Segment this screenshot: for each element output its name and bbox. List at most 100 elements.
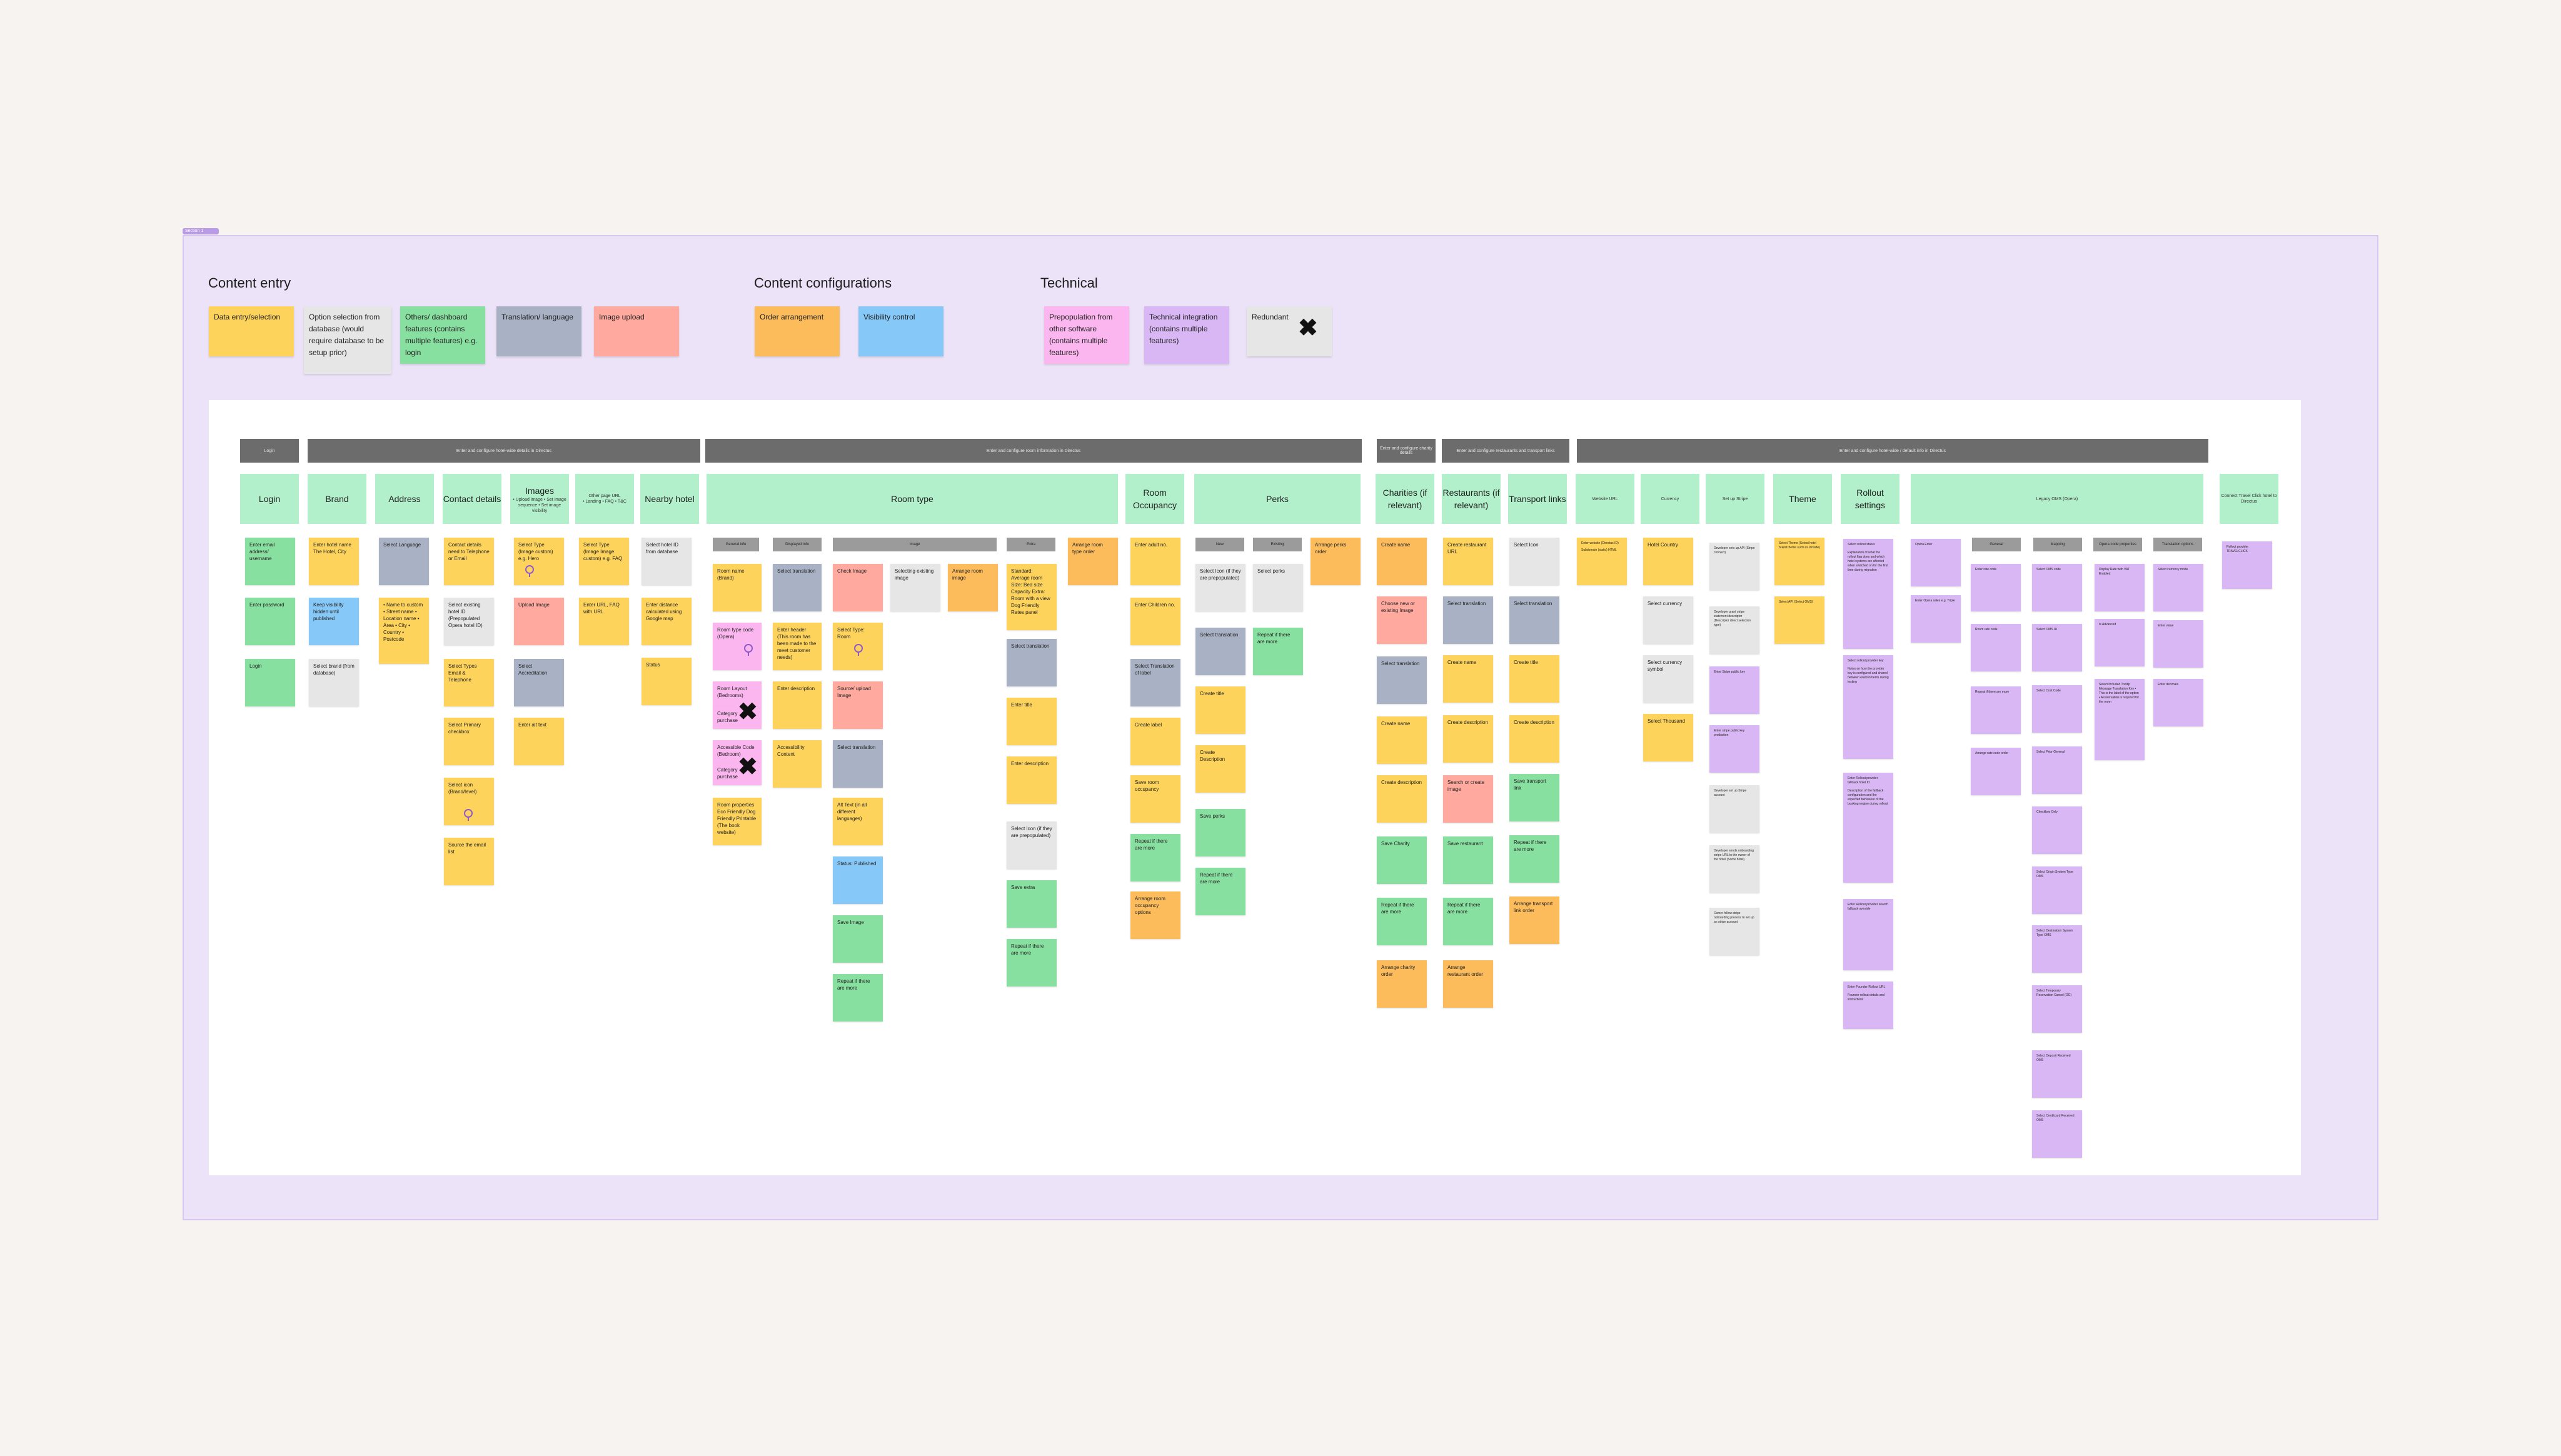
sticky-note[interactable]: Save restaurant — [1443, 836, 1493, 884]
sticky-note[interactable]: Select perks — [1253, 564, 1303, 611]
sticky-note[interactable]: Status — [642, 658, 692, 705]
sticky-note[interactable]: Room rate code — [1971, 624, 2021, 671]
legend-note-redundant[interactable]: Redundant — [1247, 306, 1332, 356]
legend-note-integration[interactable]: Technical integration (contains multiple… — [1144, 306, 1229, 364]
sticky-note[interactable]: Developer sets up API (Stripe connect) — [1709, 543, 1759, 590]
sticky-note[interactable]: Repeat if there are more — [1443, 898, 1493, 945]
sticky-note[interactable]: Select Icon (if they are prepopulated) — [1007, 821, 1057, 869]
sticky-note[interactable]: Enter hotel name The Hotel, City — [309, 538, 359, 585]
sticky-note[interactable]: Enter alt text — [514, 718, 564, 765]
sticky-note[interactable]: Select Temporary Reservation Cancel (OG) — [2032, 985, 2082, 1033]
sticky-note[interactable]: Room Layout (Bedrooms) — [713, 681, 762, 706]
sticky-note[interactable]: Enter value — [2153, 620, 2203, 668]
sticky-note[interactable]: Enter Rollout provider fallback hotel ID… — [1843, 773, 1893, 883]
sticky-note[interactable]: Repeat if there are more — [1253, 628, 1303, 675]
sticky-note[interactable]: Select translation — [1443, 596, 1493, 644]
sticky-note[interactable]: Alt Text (in all different languages) — [833, 798, 883, 845]
sticky-note[interactable]: Keep visibility hidden until published — [309, 598, 359, 645]
sticky-note[interactable]: Select Thousand — [1643, 714, 1693, 761]
sticky-note[interactable]: Is Advanced — [2095, 619, 2145, 666]
sticky-note[interactable]: Create description — [1443, 715, 1493, 763]
sticky-note[interactable]: Save Charity — [1377, 836, 1427, 884]
sticky-note[interactable]: Select API (Select OMS) — [1774, 596, 1824, 644]
sticky-note[interactable]: Enter Stripe public key — [1709, 666, 1759, 714]
sticky-note[interactable]: Create name — [1377, 716, 1427, 764]
sticky-note[interactable]: Arrange room image — [948, 564, 998, 611]
sticky-note[interactable]: Owner follow stripe onboarding process t… — [1709, 908, 1759, 955]
sticky-note[interactable]: Contact details need to Telephone or Ema… — [444, 538, 494, 585]
sticky-note[interactable]: Check Image — [833, 564, 883, 611]
sticky-note[interactable]: Select Translation of label — [1130, 659, 1180, 706]
sticky-note[interactable]: Enter Rollout provider search fallback o… — [1843, 899, 1893, 970]
legend-note-others[interactable]: Others/ dashboard features (contains mul… — [400, 306, 485, 364]
sticky-note[interactable]: Create label — [1130, 718, 1180, 765]
sticky-note[interactable]: Select Type (Image Image custom) e.g. FA… — [579, 538, 629, 585]
sticky-note[interactable]: Repeat if there are more — [1007, 939, 1057, 987]
sticky-note[interactable]: Select OMS ID — [2032, 624, 2082, 671]
sticky-note[interactable]: Developer set up Stripe account — [1709, 785, 1759, 833]
sticky-note[interactable]: Create restaurant URL — [1443, 538, 1493, 585]
sticky-note[interactable]: Repeat if there are more — [833, 974, 883, 1022]
sticky-note[interactable]: Developer sends onboarding stripe URL to… — [1709, 845, 1759, 893]
sticky-note[interactable]: Enter adult no. — [1130, 538, 1180, 585]
sticky-note[interactable]: Select Creditcard Received OMS — [2032, 1110, 2082, 1158]
sticky-note[interactable]: Enter Founder Rollout URL Founder rollout… — [1843, 982, 1893, 1029]
sticky-note[interactable]: Arrange room occupancy options — [1130, 891, 1180, 939]
sticky-note[interactable]: Enter website (Directus ID) Subdomain (st… — [1577, 538, 1627, 585]
sticky-note[interactable]: Enter description — [773, 681, 822, 729]
sticky-note[interactable]: Status: Published — [833, 856, 883, 904]
sticky-note[interactable]: Save Image — [833, 915, 883, 963]
sticky-note[interactable]: Search or create image — [1443, 775, 1493, 823]
sticky-note[interactable]: Select Destination System Type OMS — [2032, 925, 2082, 973]
sticky-note[interactable]: Select Included Tooltip Message Translat… — [2095, 679, 2145, 760]
sticky-note[interactable]: Create title — [1195, 686, 1245, 734]
sticky-note[interactable]: Enter distance calculated using Google m… — [642, 598, 692, 645]
sticky-note[interactable]: Select currency — [1643, 596, 1693, 644]
sticky-note[interactable]: Create description — [1377, 775, 1427, 823]
sticky-note[interactable]: Select OMS code — [2032, 564, 2082, 611]
sticky-note[interactable]: Select translation — [833, 740, 883, 788]
sticky-note[interactable]: Choose new or existing Image — [1377, 596, 1427, 644]
sticky-note[interactable]: Select translation — [1007, 639, 1057, 686]
sticky-note[interactable]: Select rollout provider key Notes on how … — [1843, 655, 1893, 759]
sticky-note[interactable]: Enter rate code — [1971, 564, 2021, 611]
section-tag[interactable]: Section 1 — [183, 228, 219, 234]
sticky-note[interactable]: Select translation — [1195, 628, 1245, 675]
sticky-note[interactable]: Rollout provider TRAVELCLICK — [2222, 541, 2272, 589]
sticky-note[interactable]: Select Cost Code — [2032, 685, 2082, 733]
sticky-note[interactable]: Source the email list — [444, 838, 494, 885]
sticky-note[interactable]: Repeat if there are more — [1971, 686, 2021, 734]
sticky-note[interactable]: Select translation — [773, 564, 822, 611]
sticky-note[interactable]: Room properties Eco Friendly Dog Friendl… — [713, 798, 762, 845]
sticky-note[interactable]: Create name — [1377, 538, 1427, 585]
sticky-note[interactable]: Repeat if there are more — [1130, 834, 1180, 881]
sticky-note[interactable]: Repeat if there are more — [1377, 898, 1427, 945]
sticky-note[interactable]: Upload Image — [514, 598, 564, 645]
sticky-note[interactable]: Save room occupancy — [1130, 775, 1180, 823]
sticky-note[interactable]: Select Origin System Type OMS — [2032, 866, 2082, 914]
sticky-note[interactable]: Checkbox Only — [2032, 806, 2082, 854]
sticky-note[interactable]: Enter stripe public key production — [1709, 725, 1759, 773]
sticky-note[interactable]: Create Description — [1195, 745, 1245, 793]
sticky-note[interactable]: Room name (Brand) — [713, 564, 762, 611]
legend-note-option-selection[interactable]: Option selection from database (would re… — [304, 306, 391, 374]
sticky-note[interactable]: Save transport link — [1509, 774, 1559, 821]
sticky-note[interactable]: Enter URL, FAQ with URL — [579, 598, 629, 645]
sticky-note[interactable]: • Name to custom • Street name • Locatio… — [379, 598, 429, 664]
sticky-note[interactable]: Enter decimals — [2153, 679, 2203, 726]
sticky-note[interactable]: Create description — [1509, 715, 1559, 763]
sticky-note[interactable]: Select currency mode — [2153, 564, 2203, 611]
sticky-note[interactable]: Enter password — [245, 598, 295, 645]
sticky-note[interactable]: Accessibility Content — [773, 740, 822, 788]
sticky-note[interactable]: Select rollout status Explanation of what… — [1843, 539, 1893, 649]
sticky-note[interactable]: Developer grant stripe statement descrip… — [1709, 606, 1759, 654]
legend-note-data-entry[interactable]: Data entry/selection — [209, 306, 294, 356]
sticky-note[interactable]: Hotel Country — [1643, 538, 1693, 585]
sticky-note[interactable]: Select icon (Brand/level) — [444, 778, 494, 825]
sticky-note[interactable]: Enter Opera sales e.g. Triple — [1911, 595, 1961, 643]
sticky-note[interactable]: Enter title — [1007, 698, 1057, 745]
sticky-note[interactable]: Arrange transport link order — [1509, 896, 1559, 944]
sticky-note[interactable]: Enter email address/ username — [245, 538, 295, 585]
sticky-note[interactable]: Select translation — [1377, 656, 1427, 704]
sticky-note[interactable]: Select Icon (if they are prepopulated) — [1195, 564, 1245, 611]
